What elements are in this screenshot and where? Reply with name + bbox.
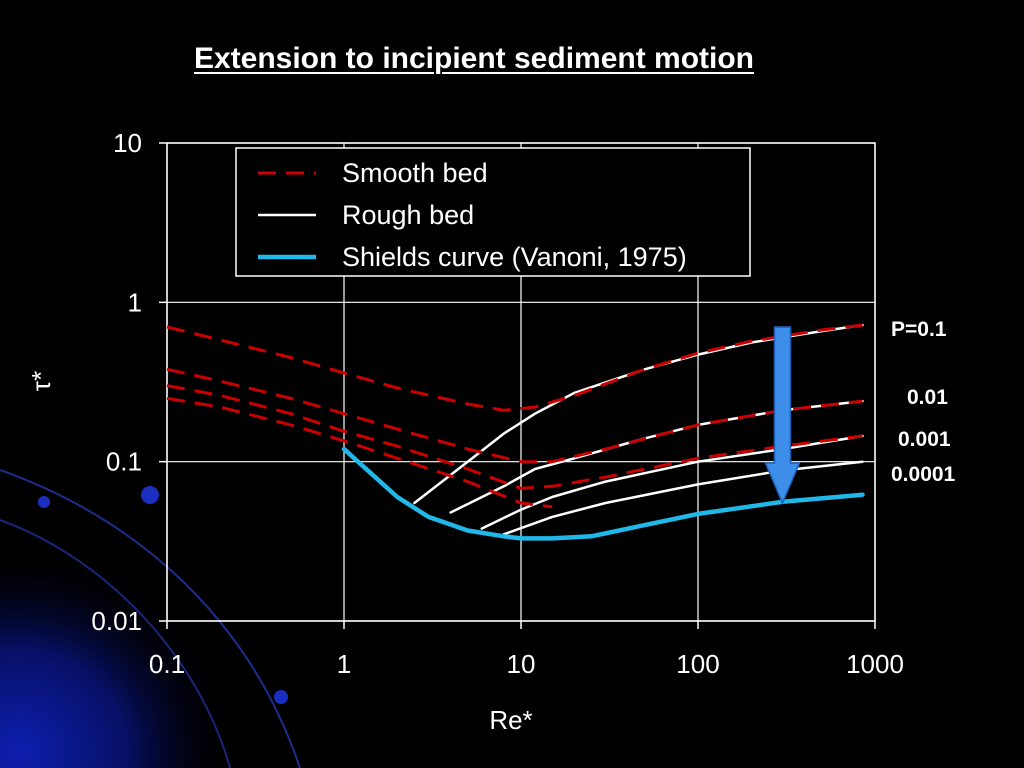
arrow-shape: [764, 326, 801, 505]
legend-box: [235, 147, 751, 277]
annotation-p0001: 0.001: [898, 428, 951, 451]
y-tick-label: 0.1: [106, 447, 142, 477]
y-tick-label: 10: [113, 128, 142, 158]
annotation-p001: 0.01: [907, 386, 948, 409]
legend-entry-label: Smooth bed: [342, 158, 488, 188]
y-tick-label: 1: [128, 287, 142, 317]
x-tick-label: 0.1: [149, 649, 185, 679]
annotation-p01: P=0.1: [891, 318, 947, 341]
smooth-bed-line: [166, 323, 863, 412]
y-axis-label: τ*: [26, 371, 56, 391]
x-tick-label: 1000: [846, 649, 904, 679]
legend-entry-label: Shields curve (Vanoni, 1975): [342, 242, 687, 272]
x-tick-label: 1: [337, 649, 351, 679]
rough-bed-line: [480, 434, 864, 530]
x-axis-label: Re*: [489, 705, 532, 735]
smooth-bed-line: [166, 367, 863, 464]
smooth-bed-line: [166, 384, 863, 490]
rough-bed-line: [449, 399, 864, 514]
y-tick-label: 0.01: [91, 606, 142, 636]
shields-curve-line: [341, 446, 865, 541]
downward-arrow-icon: [764, 326, 801, 505]
legend-entry-label: Rough bed: [342, 200, 474, 230]
rough-bed-line: [413, 323, 864, 505]
x-tick-label: 10: [507, 649, 536, 679]
legend: Smooth bed Rough bed Shields curve (Vanoni…: [235, 147, 751, 277]
series-group: [166, 323, 865, 541]
annotation-p00001: 0.0001: [891, 463, 956, 486]
smooth-bed-line: [166, 396, 553, 509]
x-tick-label: 100: [676, 649, 719, 679]
slide-title: Extension to incipient sediment motion: [193, 42, 755, 75]
